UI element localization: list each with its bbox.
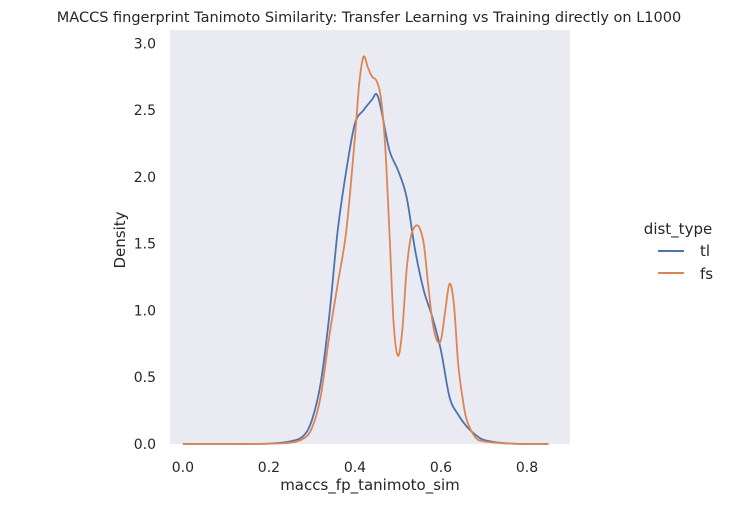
y-tick-label: 0.5	[134, 370, 156, 386]
x-tick-label: 0.6	[430, 460, 452, 476]
y-axis-ticks: 0.0 0.5 1.0 1.5 2.0 2.5 3.0	[134, 36, 156, 453]
legend-label-tl: tl	[700, 242, 710, 260]
y-tick-label: 2.0	[134, 170, 156, 186]
x-tick-label: 0.8	[516, 460, 538, 476]
chart-title: MACCS fingerprint Tanimoto Similarity: T…	[57, 10, 681, 26]
plot-background	[170, 30, 570, 444]
y-axis-label: Density	[111, 211, 129, 268]
y-tick-label: 2.5	[134, 103, 156, 119]
y-tick-label: 0.0	[134, 437, 156, 453]
series-layer	[182, 55, 549, 445]
y-tick-label: 3.0	[134, 36, 156, 52]
y-tick-label: 1.5	[134, 237, 156, 253]
legend-label-fs: fs	[700, 265, 713, 283]
y-tick-label: 1.0	[134, 303, 156, 319]
x-tick-label: 0.2	[258, 460, 280, 476]
series-line-fs	[182, 55, 549, 445]
x-tick-label: 0.4	[344, 460, 366, 476]
legend-title: dist_type	[644, 220, 712, 239]
x-axis-label: maccs_fp_tanimoto_sim	[280, 476, 460, 495]
legend: dist_type tl fs	[644, 220, 713, 283]
x-axis-ticks: 0.0 0.2 0.4 0.6 0.8	[172, 460, 538, 476]
x-tick-label: 0.0	[172, 460, 194, 476]
